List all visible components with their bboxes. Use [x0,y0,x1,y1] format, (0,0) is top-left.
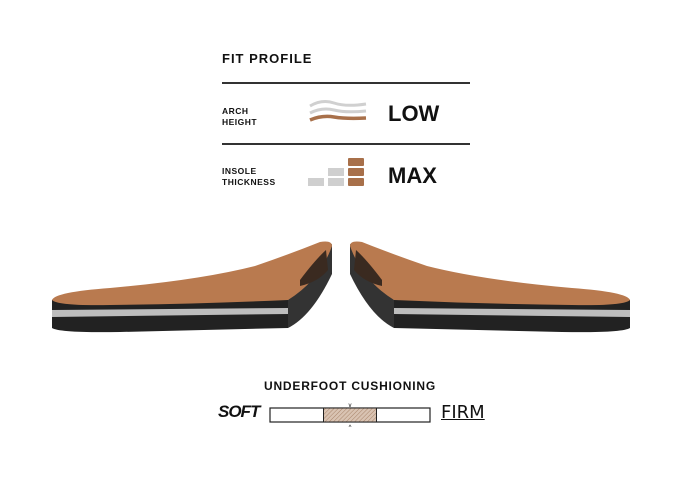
right-insole [350,241,630,333]
label-line: THICKNESS [222,177,276,187]
arch-height-label: ARCH HEIGHT [222,106,257,128]
fit-profile-title: FIT PROFILE [222,51,313,66]
thickness-bars-icon [308,158,364,186]
soft-label: SOFT [218,402,260,421]
cushioning-range [323,407,377,423]
arch-waves-icon [309,100,367,122]
marker-top-icon: v [349,403,352,409]
arch-height-value: LOW [388,101,440,126]
insoles-image [52,241,630,333]
cushioning-title: UNDERFOOT CUSHIONING [264,379,436,393]
cushioning-scale: v ^ [269,403,431,430]
left-insole [52,241,332,333]
divider [222,143,470,145]
insole-thickness-value: MAX [388,163,437,188]
label-line: ARCH [222,106,249,116]
label-line: HEIGHT [222,117,258,127]
divider [222,82,470,84]
insole-thickness-label: INSOLE THICKNESS [222,166,276,188]
firm-label: FIRM [441,402,485,423]
marker-bottom-icon: ^ [349,425,352,430]
label-line: INSOLE [222,166,257,176]
